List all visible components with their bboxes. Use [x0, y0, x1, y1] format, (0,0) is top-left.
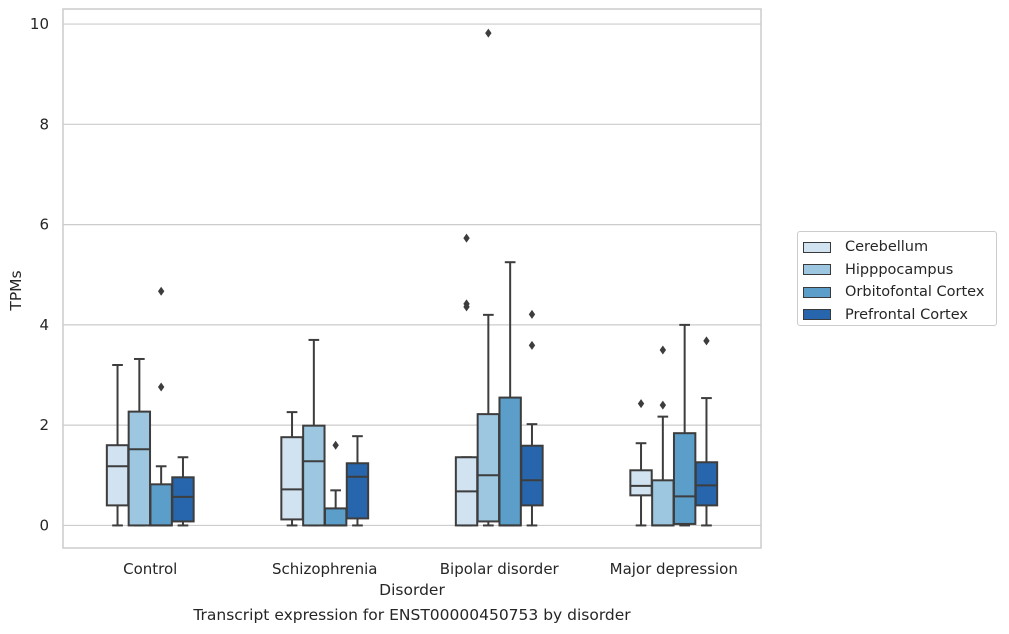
box-1-2: [476, 28, 501, 527]
iqr-box: [127, 410, 152, 527]
y-tick-label-2: 2: [39, 416, 49, 434]
iqr-box: [520, 444, 544, 507]
outlier-0: [157, 286, 165, 296]
y-tick-label-0: 0: [39, 516, 49, 534]
box-0-0: [105, 363, 130, 527]
outlier-0: [637, 399, 645, 409]
legend-label-cerebellum: Cerebellum: [845, 239, 929, 256]
box-plot-series: [105, 28, 719, 527]
chart-title: Transcript expression for ENST0000045075…: [193, 606, 631, 624]
legend-item-prefrontal: Prefrontal Cortex: [803, 304, 996, 327]
x-tick-label-2: Bipolar disorder: [440, 560, 560, 578]
legend-item-cerebellum: Cerebellum: [803, 236, 996, 259]
box-3-3: [694, 336, 719, 527]
iqr-box: [694, 461, 719, 507]
y-axis-label: TPMs: [7, 270, 25, 311]
outlier-1: [157, 382, 165, 392]
box-2-0: [149, 286, 173, 527]
iqr-box: [280, 436, 304, 521]
legend-swatch-hippocampus: [803, 264, 831, 276]
legend-swatch-prefrontal: [803, 309, 831, 321]
outlier-1: [528, 340, 536, 350]
outlier-1: [659, 400, 667, 410]
iqr-box: [171, 476, 195, 523]
iqr-box: [651, 479, 675, 527]
box-3-1: [345, 435, 370, 527]
legend-swatch-cerebellum: [803, 241, 831, 253]
y-tick-label-8: 8: [39, 115, 49, 133]
box-0-3: [629, 399, 653, 527]
iqr-box: [498, 396, 522, 527]
box-3-2: [520, 309, 544, 527]
box-1-0: [127, 357, 152, 527]
y-tick-label-10: 10: [30, 15, 49, 33]
legend-item-hippocampus: Hipppocampus: [803, 259, 996, 282]
legend-label-prefrontal: Prefrontal Cortex: [845, 306, 968, 323]
outlier-0: [659, 345, 667, 355]
iqr-box: [149, 483, 173, 527]
y-tick-label-4: 4: [39, 316, 49, 334]
x-tick-label-3: Major depression: [610, 560, 738, 578]
y-tick-label-6: 6: [39, 216, 49, 234]
x-tick-label-0: Control: [123, 560, 177, 578]
iqr-box: [672, 432, 697, 525]
outlier-0: [463, 233, 470, 243]
x-axis-label: Disorder: [379, 581, 445, 599]
x-tick-labels: Control Schizophrenia Bipolar disorder Majo…: [123, 560, 738, 578]
outlier-0: [703, 336, 710, 346]
y-tick-labels: 0 2 4 6 8 10: [30, 15, 49, 534]
iqr-box: [629, 469, 653, 497]
box-2-2: [498, 261, 522, 527]
plot-frame: [62, 8, 762, 549]
iqr-box: [302, 424, 326, 527]
legend-item-orbitofrontal: Orbitofontal Cortex: [803, 281, 996, 304]
outlier-2: [463, 302, 470, 312]
box-2-1: [323, 440, 348, 527]
box-1-1: [302, 338, 326, 527]
outlier-0: [485, 28, 492, 38]
box-2-3: [672, 323, 697, 527]
box-0-1: [280, 411, 304, 527]
iqr-box: [345, 462, 370, 520]
x-tick-label-1: Schizophrenia: [272, 560, 377, 578]
box-1-3: [651, 345, 675, 527]
outlier-0: [528, 309, 536, 319]
iqr-box: [476, 413, 501, 523]
legend-swatch-orbitofrontal: [803, 286, 831, 298]
box-3-0: [171, 456, 195, 527]
legend: Cerebellum Hipppocampus Orbitofontal Cor…: [797, 231, 997, 326]
iqr-box: [323, 507, 348, 527]
legend-label-orbitofrontal: Orbitofontal Cortex: [845, 284, 985, 301]
outlier-0: [332, 440, 339, 450]
box-0-2: [454, 233, 479, 527]
legend-label-hippocampus: Hipppocampus: [845, 261, 954, 278]
grid-lines: [63, 23, 761, 527]
iqr-box: [105, 444, 130, 507]
